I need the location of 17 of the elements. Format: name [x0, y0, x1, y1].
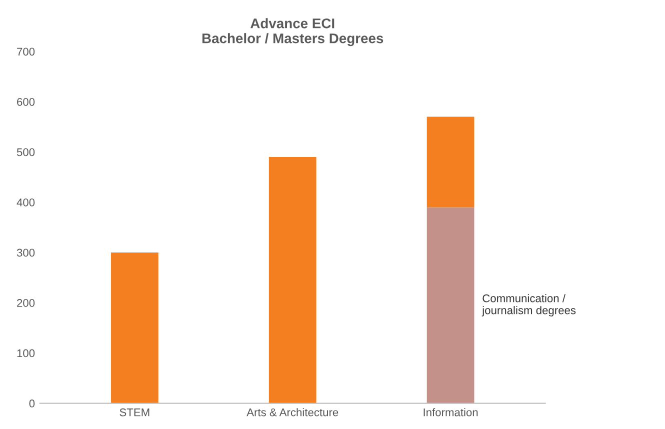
y-tick-label: 200	[17, 299, 35, 307]
bar	[426, 116, 474, 208]
bar	[426, 207, 474, 404]
x-tick-label: STEM	[120, 408, 150, 416]
y-tick-label: 100	[17, 349, 35, 358]
y-tick-label: 500	[16, 148, 35, 156]
y-tick-label: 700	[17, 48, 35, 56]
bar	[110, 252, 158, 404]
y-tick-label: 300	[16, 248, 35, 257]
bar	[268, 157, 316, 404]
series-label: Communication / journalism degrees	[482, 294, 576, 316]
x-tick-label: Information	[424, 408, 478, 416]
y-tick-label: 0	[29, 400, 35, 408]
y-tick-label: 600	[17, 98, 35, 106]
x-tick-label: Arts & Architecture	[246, 408, 338, 416]
chart-title: Advance ECI Bachelor / Masters Degrees	[202, 18, 384, 46]
y-tick-label: 400	[16, 198, 35, 206]
